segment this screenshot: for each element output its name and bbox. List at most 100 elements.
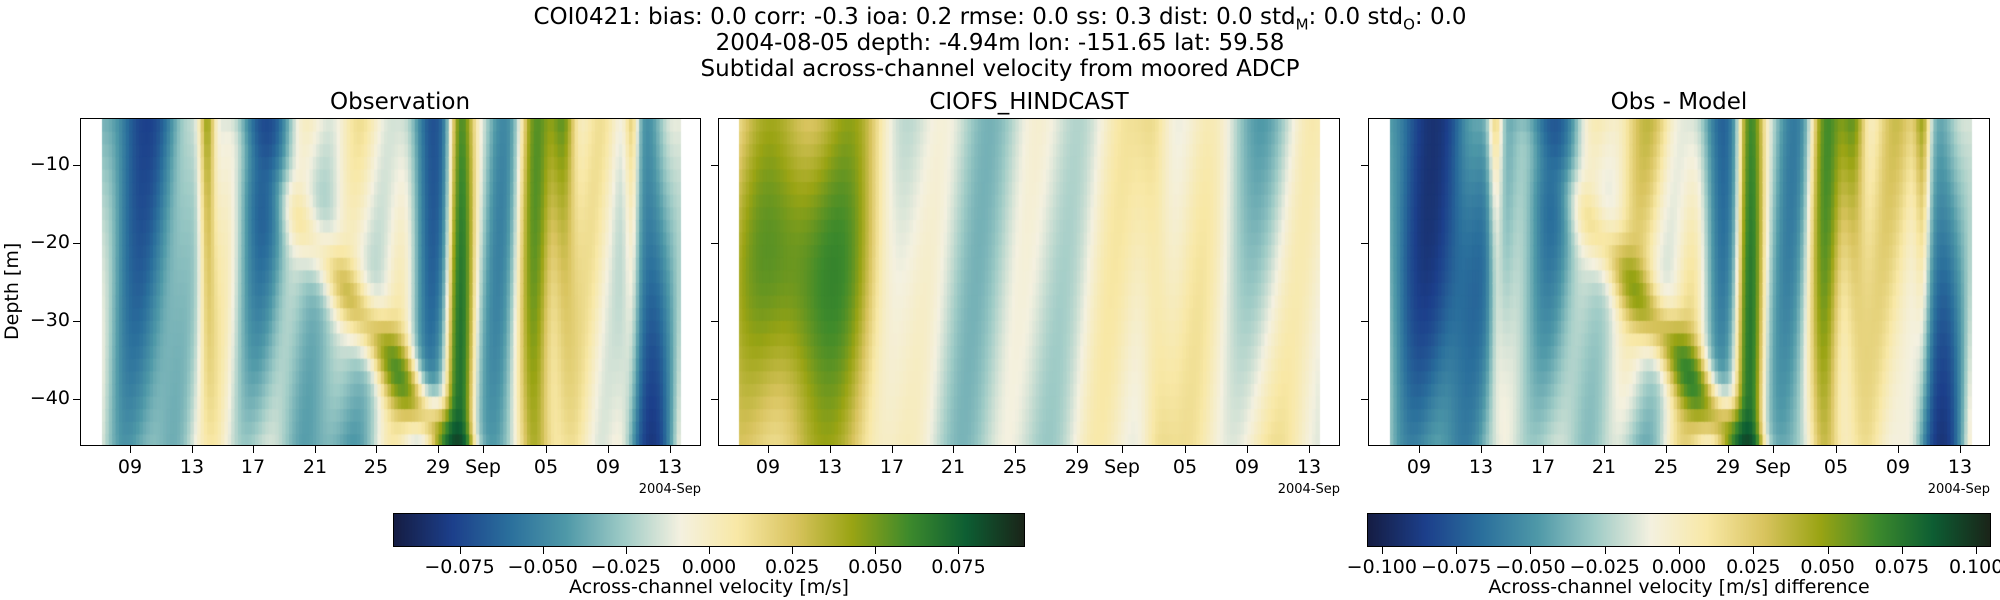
x-tick-mark xyxy=(1543,446,1544,453)
x-tick-mark xyxy=(130,446,131,453)
panel-title-difference: Obs - Model xyxy=(1610,89,1748,115)
x-date-offset-label: 2004-Sep xyxy=(1277,482,1340,497)
x-tick-mark xyxy=(192,446,193,453)
colorbar-tick-mark xyxy=(875,547,877,554)
x-tick-label: 09 xyxy=(1885,456,1911,478)
figure-title-line2: 2004-08-05 depth: -4.94m lon: -151.65 la… xyxy=(715,30,1285,56)
x-tick-mark xyxy=(1773,446,1774,453)
colorbar-tick-label: 0.000 xyxy=(1651,556,1707,578)
x-tick-mark xyxy=(1960,446,1961,453)
x-tick-mark xyxy=(1898,446,1899,453)
heatmap-model xyxy=(718,118,1340,446)
colorbar-tick-mark xyxy=(459,547,461,554)
panel-title-model: CIOFS_HINDCAST xyxy=(929,89,1129,115)
colorbar-canvas xyxy=(1368,514,1990,546)
x-tick-label: 17 xyxy=(240,456,266,478)
x-tick-label: 05 xyxy=(533,456,559,478)
colorbar-velocity-label: Across-channel velocity [m/s] xyxy=(569,576,849,598)
colorbar-tick-label: −0.075 xyxy=(424,556,495,578)
x-tick-mark xyxy=(1604,446,1605,453)
x-tick-mark xyxy=(1247,446,1248,453)
x-tick-label: 29 xyxy=(1064,456,1090,478)
y-tick-mark xyxy=(1361,164,1368,166)
x-tick-label: 21 xyxy=(940,456,966,478)
x-tick-mark xyxy=(1015,446,1016,453)
colorbar-tick-label: 0.000 xyxy=(681,556,737,578)
x-tick-mark xyxy=(1728,446,1729,453)
x-tick-label: 05 xyxy=(1823,456,1849,478)
x-tick-label: 13 xyxy=(817,456,843,478)
colorbar-tick-mark xyxy=(1530,547,1532,554)
colorbar-tick-label: 0.050 xyxy=(1800,556,1855,578)
y-tick-mark xyxy=(73,399,80,401)
x-tick-label: 13 xyxy=(1468,456,1494,478)
y-tick-mark xyxy=(73,321,80,323)
x-tick-label: 25 xyxy=(1002,456,1028,478)
x-date-offset-label: 2004-Sep xyxy=(638,482,701,497)
panel-title-observation: Observation xyxy=(329,89,471,115)
y-tick-label: −40 xyxy=(29,387,70,410)
colorbar-tick-label: −0.075 xyxy=(1420,556,1492,578)
colorbar-tick-label: −0.050 xyxy=(1495,556,1566,578)
colorbar-tick-mark xyxy=(1753,547,1755,554)
x-tick-label: 09 xyxy=(1406,456,1432,478)
x-tick-mark xyxy=(670,446,671,453)
x-tick-mark xyxy=(1309,446,1310,453)
x-tick-label: 21 xyxy=(302,456,328,478)
colorbar-difference xyxy=(1367,513,1991,547)
x-tick-label: 13 xyxy=(179,456,205,478)
x-tick-mark xyxy=(483,446,484,453)
colorbar-tick-mark xyxy=(792,547,794,554)
x-tick-mark xyxy=(830,446,831,453)
heatmap-canvas xyxy=(1369,119,1989,445)
x-tick-label: 13 xyxy=(657,456,683,478)
colorbar-tick-mark xyxy=(1976,547,1978,554)
x-tick-mark xyxy=(253,446,254,453)
colorbar-tick-label: −0.050 xyxy=(507,556,578,578)
x-tick-mark xyxy=(546,446,547,453)
y-tick-mark xyxy=(73,242,80,244)
y-tick-label: −10 xyxy=(29,152,70,175)
y-tick-mark xyxy=(1361,399,1368,401)
x-tick-mark xyxy=(438,446,439,453)
y-tick-mark xyxy=(711,399,718,401)
x-tick-label: 05 xyxy=(1172,456,1198,478)
x-tick-label: 25 xyxy=(363,456,389,478)
x-tick-label: 09 xyxy=(595,456,621,478)
colorbar-tick-mark xyxy=(1679,547,1680,554)
heatmap-difference xyxy=(1368,118,1990,446)
y-tick-mark xyxy=(1361,321,1368,323)
colorbar-tick-label: 0.050 xyxy=(848,556,903,578)
figure-title-line3: Subtidal across-channel velocity from mo… xyxy=(700,56,1300,82)
colorbar-tick-label: 0.025 xyxy=(764,556,820,578)
y-tick-label: −20 xyxy=(29,230,70,253)
x-tick-mark xyxy=(315,446,316,453)
colorbar-tick-mark xyxy=(1456,547,1458,554)
y-tick-label: −30 xyxy=(29,309,70,332)
x-date-offset-label: 2004-Sep xyxy=(1927,482,1990,497)
x-tick-mark xyxy=(1836,446,1837,453)
x-tick-mark xyxy=(1419,446,1420,453)
y-tick-mark xyxy=(711,242,718,244)
x-tick-label: 13 xyxy=(1296,456,1322,478)
x-tick-label: Sep xyxy=(1755,456,1791,478)
figure-title-line1: COI0421: bias: 0.0 corr: -0.3 ioa: 0.2 r… xyxy=(533,4,1467,34)
colorbar-tick-mark xyxy=(1827,547,1829,554)
colorbar-tick-mark xyxy=(709,547,710,554)
colorbar-tick-mark xyxy=(958,547,960,554)
heatmap-observation xyxy=(80,118,701,446)
y-tick-mark xyxy=(711,321,718,323)
y-tick-mark xyxy=(1361,242,1368,244)
x-tick-mark xyxy=(1666,446,1667,453)
y-tick-mark xyxy=(73,164,80,166)
colorbar-tick-label: −0.025 xyxy=(1569,556,1640,578)
x-tick-label: 29 xyxy=(425,456,451,478)
x-tick-label: 09 xyxy=(755,456,781,478)
colorbar-tick-mark xyxy=(1901,547,1903,554)
x-tick-mark xyxy=(1185,446,1186,453)
colorbar-tick-label: 0.100 xyxy=(1948,556,2000,578)
x-tick-label: 09 xyxy=(117,456,143,478)
x-tick-mark xyxy=(1122,446,1123,453)
colorbar-tick-mark xyxy=(1381,547,1383,554)
x-tick-mark xyxy=(892,446,893,453)
